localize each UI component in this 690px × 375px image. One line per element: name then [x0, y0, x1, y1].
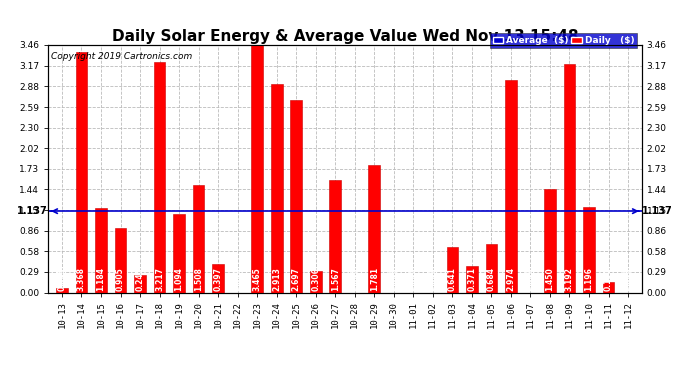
Text: 3.368: 3.368 [77, 267, 86, 291]
Bar [505, 80, 517, 292]
Bar [290, 100, 302, 292]
Text: 2.913: 2.913 [272, 267, 282, 291]
Bar [329, 180, 341, 292]
Text: 3.465: 3.465 [253, 267, 262, 291]
Bar [193, 184, 204, 292]
Text: 0.065: 0.065 [57, 267, 66, 291]
Bar [544, 189, 556, 292]
Text: 1.567: 1.567 [331, 267, 339, 291]
Text: 0.000: 0.000 [351, 267, 359, 291]
Title: Daily Solar Energy & Average Value Wed Nov 13 15:48: Daily Solar Energy & Average Value Wed N… [112, 29, 578, 44]
Text: 0.000: 0.000 [526, 267, 535, 291]
Text: 1.137: 1.137 [17, 206, 48, 216]
Text: 1.137: 1.137 [642, 206, 673, 216]
Bar [154, 62, 166, 292]
Text: 0.905: 0.905 [116, 267, 125, 291]
Text: 0.000: 0.000 [624, 267, 633, 291]
Bar [56, 288, 68, 292]
Text: 0.641: 0.641 [448, 267, 457, 291]
Text: 1.450: 1.450 [546, 267, 555, 291]
Text: 0.000: 0.000 [428, 267, 437, 291]
Bar [446, 247, 458, 292]
Text: 0.000: 0.000 [233, 267, 242, 291]
Text: 0.306: 0.306 [311, 267, 320, 291]
Bar [310, 271, 322, 292]
Bar [564, 64, 575, 292]
Bar [466, 266, 477, 292]
Text: 0.397: 0.397 [214, 267, 223, 291]
Legend: Average  ($), Daily   ($): Average ($), Daily ($) [490, 33, 637, 48]
Text: 3.217: 3.217 [155, 267, 164, 291]
Text: 0.684: 0.684 [487, 267, 496, 291]
Text: 2.974: 2.974 [506, 267, 515, 291]
Text: 1.094: 1.094 [175, 267, 184, 291]
Bar [271, 84, 282, 292]
Text: 0.151: 0.151 [604, 267, 613, 291]
Bar [486, 244, 497, 292]
Bar [95, 208, 107, 292]
Bar [368, 165, 380, 292]
Text: 1.184: 1.184 [97, 267, 106, 291]
Text: 1.196: 1.196 [584, 267, 593, 291]
Text: 0.000: 0.000 [389, 267, 398, 291]
Text: 0.000: 0.000 [408, 267, 418, 291]
Bar [213, 264, 224, 292]
Bar [251, 45, 263, 292]
Text: 1.781: 1.781 [370, 267, 379, 291]
Bar [115, 228, 126, 292]
Bar [583, 207, 595, 292]
Text: 1.508: 1.508 [194, 267, 203, 291]
Text: Copyright 2019 Cartronics.com: Copyright 2019 Cartronics.com [51, 53, 193, 62]
Bar [173, 214, 185, 292]
Bar [134, 275, 146, 292]
Bar [602, 282, 614, 292]
Bar [76, 52, 88, 292]
Text: 0.371: 0.371 [467, 267, 476, 291]
Text: 3.192: 3.192 [565, 267, 574, 291]
Text: 0.245: 0.245 [135, 267, 144, 291]
Text: 2.697: 2.697 [292, 267, 301, 291]
